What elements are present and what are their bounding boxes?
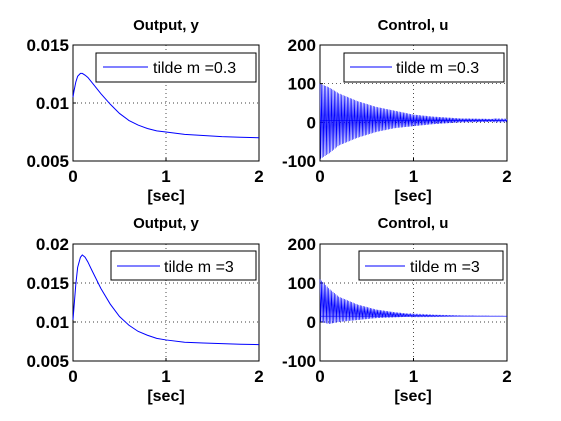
panel-2-xtick-label-0: 0 — [315, 167, 324, 186]
panel-3-ytick-label-1: 0.01 — [36, 313, 69, 332]
panel-2-ytick-label-0: -100 — [282, 152, 316, 171]
panel-2-xtick-label-2: 2 — [502, 167, 511, 186]
panel-3-xtick-label-1: 1 — [161, 367, 170, 386]
panel-4-ytick-label-3: 200 — [288, 235, 316, 254]
panel-2-xtick-label-1: 1 — [409, 167, 418, 186]
panel-1: Output, y 0 1 2 0.005 0.01 0.015 tilde m =0.3… — [26, 17, 263, 205]
panel-3-xtick-label-0: 0 — [68, 367, 77, 386]
panel-4-series-line — [319, 279, 507, 324]
panel-4-legend-label: tilde m =3 — [410, 259, 480, 276]
panel-4-xtick-label-2: 2 — [502, 367, 511, 386]
panel-3-ytick-label-2: 0.015 — [26, 274, 69, 293]
panel-3-series-line — [72, 254, 260, 346]
panel-4-xlabel: [sec] — [394, 388, 431, 405]
panel-4-ytick-label-2: 100 — [288, 274, 316, 293]
panel-1-legend-label: tilde m =0.3 — [153, 60, 236, 77]
panel-2-legend-label: tilde m =0.3 — [396, 60, 479, 77]
panel-1-ytick-label-2: 0.015 — [26, 36, 69, 55]
panel-3-legend-label: tilde m =3 — [164, 259, 234, 276]
panel-3-ytick-label-3: 0.02 — [36, 235, 69, 254]
panel-1-xtick-label-1: 1 — [161, 167, 170, 186]
panel-3: Output, y 0 1 2 0.005 0.01 0.015 0.02 tilde m … — [26, 215, 263, 405]
panel-1-title: Output, y — [133, 17, 199, 34]
panel-3-xtick-label-2: 2 — [254, 367, 263, 386]
panel-2-xlabel: [sec] — [394, 188, 431, 205]
panel-2-series-line — [319, 83, 508, 159]
panel-3-ytick-label-0: 0.005 — [26, 352, 69, 371]
panel-1-ytick-label-1: 0.01 — [36, 94, 69, 113]
panel-4-xtick-label-0: 0 — [315, 367, 324, 386]
panel-4-ytick-label-0: -100 — [282, 352, 316, 371]
panel-4-xtick-label-1: 1 — [409, 367, 418, 386]
panel-2-ytick-label-1: 0 — [307, 113, 316, 132]
panel-2-ytick-label-3: 200 — [288, 36, 316, 55]
panel-4-ytick-label-1: 0 — [307, 313, 316, 332]
panel-1-ytick-label-0: 0.005 — [26, 152, 69, 171]
panel-2-title: Control, u — [378, 17, 449, 34]
panel-1-xtick-label-0: 0 — [68, 167, 77, 186]
panel-3-xlabel: [sec] — [147, 388, 184, 405]
panel-2-ytick-label-2: 100 — [288, 75, 316, 94]
panel-4-title: Control, u — [378, 215, 449, 232]
panel-1-xlabel: [sec] — [147, 188, 184, 205]
panel-1-series-line — [72, 72, 260, 139]
panel-3-title: Output, y — [133, 215, 199, 232]
panel-1-xtick-label-2: 2 — [254, 167, 263, 186]
